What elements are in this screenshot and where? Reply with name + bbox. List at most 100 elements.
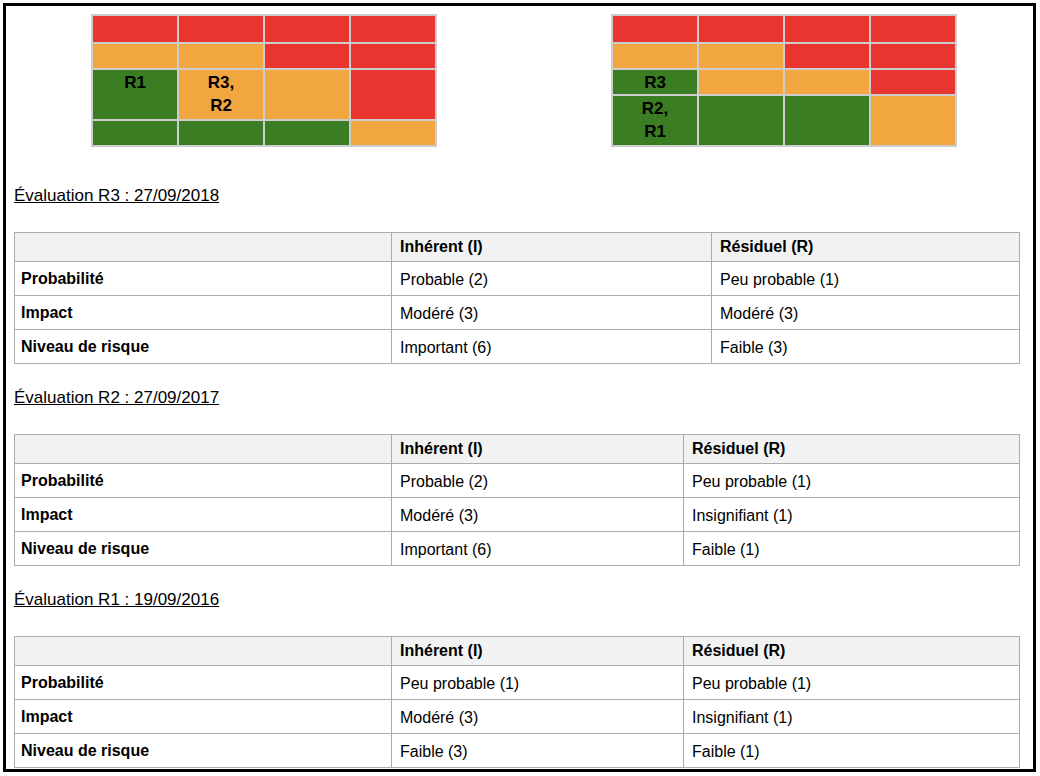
matrix-cell bbox=[178, 15, 264, 43]
section-heading: Évaluation R3 : 27/09/2018 bbox=[14, 186, 1033, 206]
residual-value-cell: Peu probable (1) bbox=[712, 262, 1020, 296]
row-label-cell: Probabilité bbox=[15, 666, 392, 700]
matrix-cell bbox=[264, 69, 350, 120]
inherent-value-cell: Probable (2) bbox=[392, 464, 684, 498]
matrix-cell bbox=[350, 69, 436, 120]
matrix-cell-label: R3 bbox=[644, 70, 666, 94]
row-label-cell: Impact bbox=[15, 296, 392, 330]
evaluation-table: Inhérent (I) Résiduel (R) ProbabilitéPro… bbox=[14, 232, 1020, 364]
residual-value-cell: Faible (1) bbox=[684, 532, 1020, 566]
evaluation-section-r2: Évaluation R2 : 27/09/2017 Inhérent (I) … bbox=[6, 388, 1033, 566]
table-row: ImpactModéré (3)Insignifiant (1) bbox=[15, 498, 1020, 532]
residual-value-cell: Peu probable (1) bbox=[684, 464, 1020, 498]
residual-value-cell: Peu probable (1) bbox=[684, 666, 1020, 700]
residual-column-header: Résiduel (R) bbox=[684, 435, 1020, 464]
matrix-cell bbox=[870, 15, 956, 43]
row-label-cell: Niveau de risque bbox=[15, 532, 392, 566]
matrix-row bbox=[612, 15, 956, 43]
row-label-cell: Niveau de risque bbox=[15, 734, 392, 768]
evaluation-table: Inhérent (I) Résiduel (R) ProbabilitéPro… bbox=[14, 434, 1020, 566]
row-label-cell: Probabilité bbox=[15, 262, 392, 296]
evaluation-table: Inhérent (I) Résiduel (R) ProbabilitéPeu… bbox=[14, 636, 1020, 768]
matrix-cell bbox=[698, 69, 784, 95]
residual-column-header: Résiduel (R) bbox=[712, 233, 1020, 262]
matrix-row: R1 R3, R2 bbox=[92, 69, 436, 120]
risk-matrices-row: R1 R3, R2 R3R2, R1 bbox=[6, 14, 1033, 156]
matrix-cell bbox=[612, 43, 698, 69]
corner-header-cell bbox=[15, 637, 392, 666]
page-content: R1 R3, R2 R3R2, R1 Évaluation R3 : 27/09/… bbox=[6, 14, 1033, 772]
matrix-row bbox=[92, 120, 436, 146]
inherent-value-cell: Modéré (3) bbox=[392, 498, 684, 532]
matrix-cell: R2, R1 bbox=[612, 95, 698, 146]
matrix-cell bbox=[350, 43, 436, 69]
matrix-cell bbox=[870, 43, 956, 69]
matrix-cell-label: R1 bbox=[124, 70, 146, 94]
residual-value-cell: Faible (1) bbox=[684, 734, 1020, 768]
matrix-cell bbox=[264, 120, 350, 146]
risk-matrix-residual: R3R2, R1 bbox=[611, 14, 957, 147]
matrix-cell bbox=[92, 120, 178, 146]
matrix-cell bbox=[784, 69, 870, 95]
matrix-cell bbox=[784, 95, 870, 146]
table-row: ImpactModéré (3)Insignifiant (1) bbox=[15, 700, 1020, 734]
residual-value-cell: Modéré (3) bbox=[712, 296, 1020, 330]
section-heading: Évaluation R1 : 19/09/2016 bbox=[14, 590, 1033, 610]
matrix-cell bbox=[784, 43, 870, 69]
matrix-cell bbox=[350, 15, 436, 43]
inherent-value-cell: Important (6) bbox=[392, 330, 712, 364]
section-heading: Évaluation R2 : 27/09/2017 bbox=[14, 388, 1033, 408]
residual-value-cell: Insignifiant (1) bbox=[684, 498, 1020, 532]
matrix-row: R2, R1 bbox=[612, 95, 956, 146]
table-row: Niveau de risqueImportant (6)Faible (1) bbox=[15, 532, 1020, 566]
table-header-row: Inhérent (I) Résiduel (R) bbox=[15, 637, 1020, 666]
table-header-row: Inhérent (I) Résiduel (R) bbox=[15, 435, 1020, 464]
row-label-cell: Probabilité bbox=[15, 464, 392, 498]
corner-header-cell bbox=[15, 233, 392, 262]
inherent-value-cell: Faible (3) bbox=[392, 734, 684, 768]
matrix-cell bbox=[350, 120, 436, 146]
matrix-cell bbox=[784, 15, 870, 43]
matrix-cell bbox=[92, 15, 178, 43]
row-label-cell: Impact bbox=[15, 700, 392, 734]
table-row: Niveau de risqueImportant (6)Faible (3) bbox=[15, 330, 1020, 364]
evaluation-section-r3: Évaluation R3 : 27/09/2018 Inhérent (I) … bbox=[6, 186, 1033, 364]
matrix-cell-label: R3, R2 bbox=[208, 70, 234, 117]
matrix-row bbox=[92, 15, 436, 43]
risk-matrix-inherent: R1 R3, R2 bbox=[91, 14, 437, 147]
matrix-cell bbox=[698, 43, 784, 69]
residual-value-cell: Insignifiant (1) bbox=[684, 700, 1020, 734]
inherent-value-cell: Probable (2) bbox=[392, 262, 712, 296]
inherent-column-header: Inhérent (I) bbox=[392, 233, 712, 262]
matrix-cell: R3, R2 bbox=[178, 69, 264, 120]
matrix-cell: R1 bbox=[92, 69, 178, 120]
matrix-cell bbox=[612, 15, 698, 43]
matrix-cell bbox=[264, 43, 350, 69]
residual-value-cell: Faible (3) bbox=[712, 330, 1020, 364]
table-row: ProbabilitéProbable (2)Peu probable (1) bbox=[15, 464, 1020, 498]
matrix-row bbox=[92, 43, 436, 69]
table-header-row: Inhérent (I) Résiduel (R) bbox=[15, 233, 1020, 262]
matrix-cell bbox=[870, 69, 956, 95]
matrix-row bbox=[612, 43, 956, 69]
matrix-cell bbox=[92, 43, 178, 69]
matrix-cell bbox=[264, 15, 350, 43]
inherent-value-cell: Modéré (3) bbox=[392, 700, 684, 734]
inherent-value-cell: Peu probable (1) bbox=[392, 666, 684, 700]
document-page: R1 R3, R2 R3R2, R1 Évaluation R3 : 27/09/… bbox=[0, 0, 1040, 776]
inherent-column-header: Inhérent (I) bbox=[392, 435, 684, 464]
inherent-value-cell: Modéré (3) bbox=[392, 296, 712, 330]
matrix-inherent: R1 R3, R2 bbox=[91, 14, 437, 147]
evaluation-section-r1: Évaluation R1 : 19/09/2016 Inhérent (I) … bbox=[6, 590, 1033, 768]
table-row: Niveau de risqueFaible (3)Faible (1) bbox=[15, 734, 1020, 768]
table-row: ImpactModéré (3)Modéré (3) bbox=[15, 296, 1020, 330]
matrix-cell bbox=[870, 95, 956, 146]
matrix-cell bbox=[178, 120, 264, 146]
matrix-cell-label: R2, R1 bbox=[642, 96, 668, 143]
matrix-cell bbox=[698, 15, 784, 43]
row-label-cell: Niveau de risque bbox=[15, 330, 392, 364]
residual-column-header: Résiduel (R) bbox=[684, 637, 1020, 666]
matrix-cell bbox=[698, 95, 784, 146]
inherent-column-header: Inhérent (I) bbox=[392, 637, 684, 666]
row-label-cell: Impact bbox=[15, 498, 392, 532]
